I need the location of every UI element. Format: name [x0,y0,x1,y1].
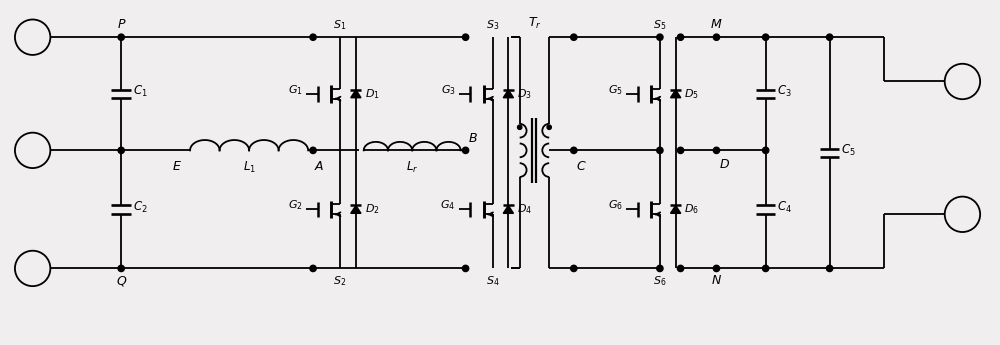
Circle shape [310,34,316,40]
Text: C$_5$: C$_5$ [841,143,856,158]
Circle shape [713,34,720,40]
Circle shape [657,265,663,272]
Circle shape [763,34,769,40]
Polygon shape [351,90,361,98]
Text: D$_6$: D$_6$ [684,203,700,216]
Text: D: D [719,158,729,171]
Circle shape [677,34,684,40]
Circle shape [310,265,316,272]
Text: S$_6$: S$_6$ [653,274,667,288]
Text: G$_4$: G$_4$ [440,199,456,213]
Circle shape [462,147,469,154]
Text: T$_r$: T$_r$ [528,16,541,31]
Circle shape [518,125,522,129]
Text: B: B [469,132,477,146]
Circle shape [571,34,577,40]
Text: S$_3$: S$_3$ [486,19,499,32]
Circle shape [310,147,316,154]
Text: G$_6$: G$_6$ [608,199,623,213]
Text: P: P [117,18,125,31]
Circle shape [118,34,124,40]
Circle shape [118,265,124,272]
Circle shape [462,34,469,40]
Circle shape [571,265,577,272]
Text: C$_3$: C$_3$ [777,84,792,99]
Circle shape [571,147,577,154]
Text: D$_4$: D$_4$ [517,203,532,216]
Text: D$_2$: D$_2$ [365,203,380,216]
Circle shape [547,125,551,129]
Text: G$_1$: G$_1$ [288,83,303,97]
Polygon shape [503,206,513,213]
Circle shape [826,34,833,40]
Polygon shape [351,206,361,213]
Text: S$_2$: S$_2$ [333,274,347,288]
Circle shape [462,265,469,272]
Polygon shape [503,90,513,98]
Circle shape [657,34,663,40]
Circle shape [826,265,833,272]
Circle shape [763,147,769,154]
Text: A: A [315,160,324,173]
Text: M: M [711,18,722,31]
Circle shape [677,147,684,154]
Text: G$_5$: G$_5$ [608,83,623,97]
Text: D$_5$: D$_5$ [684,87,699,101]
Text: L$_1$: L$_1$ [243,160,256,175]
Text: N: N [712,274,721,287]
Circle shape [763,265,769,272]
Circle shape [713,265,720,272]
Circle shape [677,265,684,272]
Circle shape [118,147,124,154]
Text: S$_1$: S$_1$ [333,19,347,32]
Text: S$_4$: S$_4$ [486,274,499,288]
Polygon shape [671,206,681,213]
Text: G$_2$: G$_2$ [288,199,303,213]
Text: C: C [577,160,585,173]
Text: C$_2$: C$_2$ [133,200,148,215]
Text: S$_5$: S$_5$ [653,19,667,32]
Circle shape [713,147,720,154]
Text: D$_3$: D$_3$ [517,87,532,101]
Text: Q: Q [116,274,126,287]
Text: D$_1$: D$_1$ [365,87,380,101]
Text: G$_3$: G$_3$ [441,83,456,97]
Text: L$_r$: L$_r$ [406,160,418,175]
Polygon shape [671,90,681,98]
Text: C$_1$: C$_1$ [133,84,148,99]
Text: C$_4$: C$_4$ [777,200,793,215]
Text: E: E [172,160,180,173]
Circle shape [657,147,663,154]
